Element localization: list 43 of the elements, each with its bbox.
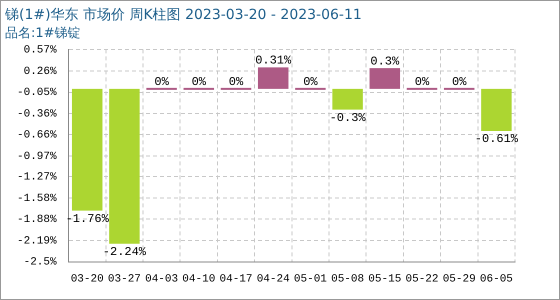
x-tick-label: 03-20: [70, 273, 104, 286]
data-label: 0%: [414, 75, 430, 90]
bar: [258, 67, 288, 89]
chart-title: 锑(1#)华东 市场价 周K柱图 2023-03-20 - 2023-06-11: [4, 7, 362, 24]
bar: [481, 88, 512, 132]
x-tick-label: 03-27: [108, 273, 141, 286]
x-tick-label: 05-29: [442, 273, 476, 286]
x-tick-label: 04-10: [182, 273, 216, 286]
data-label: -1.76%: [66, 212, 110, 226]
x-tick-label: 04-03: [145, 273, 178, 286]
x-tick-label: 04-17: [219, 273, 253, 286]
y-tick-label: 0.57%: [24, 44, 57, 56]
y-tick-label: -1.27%: [16, 172, 57, 184]
data-label: 0%: [452, 75, 468, 90]
data-label: 0.31%: [255, 54, 292, 68]
x-tick-label: 04-24: [256, 273, 290, 286]
y-tick-label: -1.58%: [16, 193, 57, 206]
data-label: 0.3%: [370, 54, 400, 68]
bar: [332, 88, 363, 110]
x-tick-label: 05-22: [405, 273, 439, 286]
y-tick-label: -0.66%: [16, 129, 57, 142]
y-tick-label: -2.19%: [16, 235, 57, 248]
y-tick-label: -2.5%: [24, 256, 57, 269]
x-tick-label: 05-15: [368, 273, 402, 286]
data-label: 0%: [192, 75, 207, 90]
x-tick-label: 05-01: [294, 273, 328, 286]
bar: [370, 68, 400, 89]
data-label: 0%: [228, 75, 244, 90]
x-tick-label: 05-08: [331, 273, 364, 286]
bar: [72, 88, 102, 211]
data-label: -0.3%: [330, 110, 366, 125]
data-label: -2.24%: [102, 244, 147, 259]
y-tick-label: 0.26%: [24, 66, 57, 78]
bar: [109, 88, 140, 244]
x-tick-label: 06-05: [480, 273, 513, 286]
y-tick-label: -0.05%: [16, 87, 57, 100]
y-tick-label: -0.36%: [16, 108, 57, 121]
chart-subtitle: 品名:1#锑锭: [5, 26, 81, 41]
y-tick-label: -0.97%: [16, 150, 57, 163]
data-label: -0.61%: [474, 132, 519, 146]
data-label: 0%: [154, 75, 170, 90]
y-tick-label: -1.88%: [16, 214, 57, 226]
data-label: 0%: [303, 75, 318, 90]
